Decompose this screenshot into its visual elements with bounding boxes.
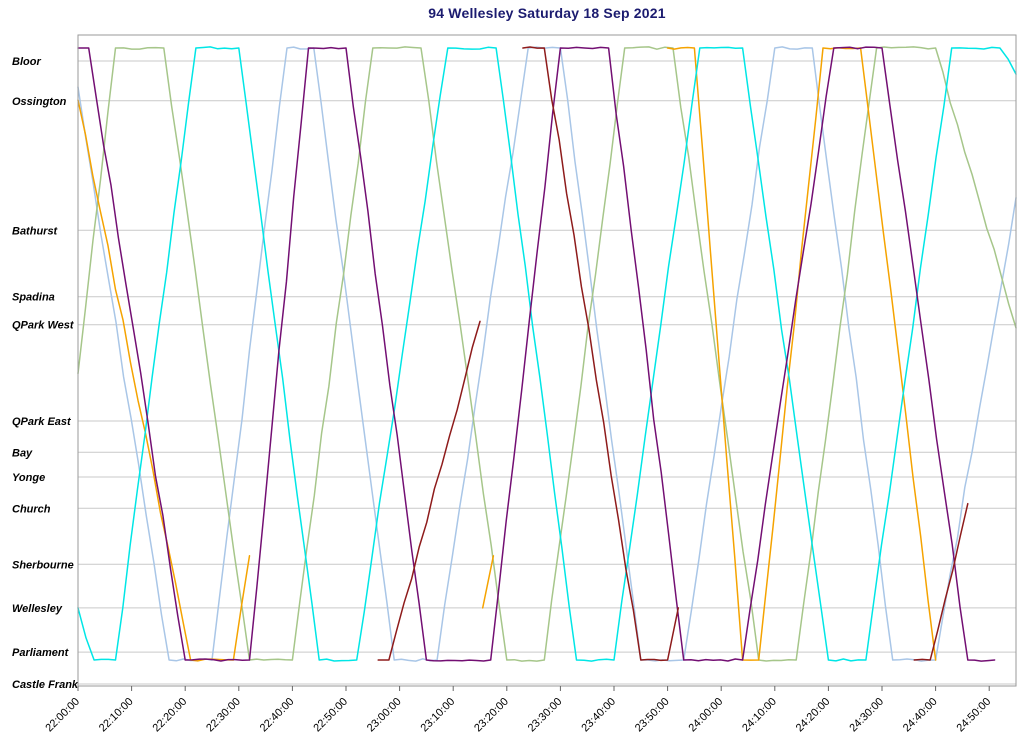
trace-vehicle-dark-red-run1 [377, 320, 481, 661]
x-tick-label: 22:20:00 [151, 696, 190, 735]
x-tick-label: 23:00:00 [365, 696, 404, 735]
trace-vehicle-orange-run3 [666, 46, 937, 661]
x-tick-label: 24:10:00 [740, 696, 779, 735]
station-label-qpark-east: QPark East [12, 416, 72, 428]
station-label-wellesley: Wellesley [12, 603, 63, 615]
x-tick-label: 23:30:00 [526, 696, 565, 735]
trace-vehicle-dark-red-run2 [522, 46, 680, 662]
trace-vehicle-orange-run2 [481, 555, 495, 609]
station-label-sherbourne: Sherbourne [12, 559, 74, 571]
station-label-qpark-west: QPark West [12, 320, 75, 332]
x-tick-label: 24:00:00 [687, 696, 726, 735]
station-label-bay: Bay [12, 447, 33, 459]
trace-vehicle-purple-run1 [77, 46, 996, 662]
x-tick-label: 24:50:00 [955, 696, 994, 735]
x-tick-label: 23:40:00 [579, 696, 618, 735]
axis-layer: Bloor Ossington Bathurst Spadina QPark West Q… [12, 34, 1017, 735]
x-tick-label: 24:20:00 [794, 696, 833, 735]
x-tick-label: 23:50:00 [633, 696, 672, 735]
station-label-spadina: Spadina [12, 292, 55, 304]
x-tick-label: 23:20:00 [472, 696, 511, 735]
trace-vehicle-orange-run1 [77, 99, 251, 662]
trace-vehicle-dark-red-run3 [913, 502, 969, 661]
series-layer [77, 46, 1017, 662]
station-label-bloor: Bloor [12, 56, 41, 68]
station-label-bathurst: Bathurst [12, 225, 59, 237]
trace-vehicle-cyan-run1 [77, 46, 1017, 662]
x-tick-label: 24:30:00 [847, 696, 886, 735]
x-tick-label: 24:40:00 [901, 696, 940, 735]
station-label-church: Church [12, 503, 51, 515]
chart-title: 94 Wellesley Saturday 18 Sep 2021 [428, 5, 666, 21]
trace-vehicle-light-blue-run1 [77, 46, 1017, 662]
x-tick-label: 23:10:00 [419, 696, 458, 735]
station-label-parliament: Parliament [12, 647, 70, 659]
trace-vehicle-green-run1 [77, 46, 1017, 662]
x-tick-label: 22:40:00 [258, 696, 297, 735]
station-label-ossington: Ossington [12, 96, 67, 108]
x-tick-label: 22:30:00 [204, 696, 243, 735]
station-label-castle-frank: Castle Frank [12, 679, 79, 691]
station-label-yonge: Yonge [12, 472, 45, 484]
plot-frame [77, 34, 1017, 687]
x-tick-label: 22:50:00 [311, 696, 350, 735]
x-tick-label: 22:00:00 [43, 696, 82, 735]
x-tick-label: 22:10:00 [97, 696, 136, 735]
